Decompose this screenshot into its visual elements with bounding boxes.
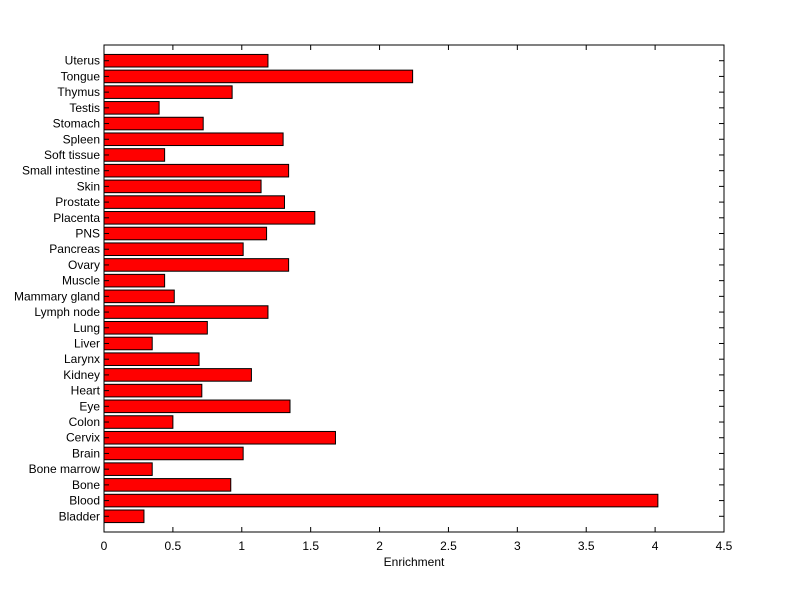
- bar-small-intestine: [103, 163, 290, 178]
- bar-lymph-node: [103, 305, 269, 319]
- y-tick-label-uterus: Uterus: [65, 54, 100, 68]
- x-tick-label: 0.5: [165, 539, 182, 553]
- bar-prostate: [103, 195, 285, 209]
- x-axis-label: Enrichment: [384, 555, 445, 569]
- x-tick-label: 0: [101, 539, 108, 553]
- bar-brain: [103, 446, 244, 461]
- y-tick-label-pancreas: Pancreas: [49, 242, 100, 256]
- bar-bladder: [103, 509, 145, 524]
- y-tick-label-heart: Heart: [71, 384, 101, 398]
- y-tick-label-thymus: Thymus: [57, 85, 100, 99]
- bars-layer: [103, 53, 659, 524]
- y-tick-label-kidney: Kidney: [63, 368, 100, 382]
- y-tick-label-stomach: Stomach: [53, 117, 100, 131]
- bar-testis: [103, 101, 160, 115]
- bar-skin: [103, 179, 262, 194]
- y-tick-label-bone-marrow: Bone marrow: [29, 462, 101, 476]
- x-tick-label: 2: [376, 539, 383, 553]
- y-tick-label-cervix: Cervix: [66, 431, 100, 445]
- bar-uterus: [103, 53, 269, 68]
- bar-kidney: [103, 368, 252, 382]
- bar-liver: [103, 336, 153, 351]
- y-tick-label-lung: Lung: [73, 321, 100, 335]
- x-tick-label: 3: [514, 539, 521, 553]
- y-tick-label-bladder: Bladder: [59, 509, 100, 523]
- bar-soft-tissue: [103, 148, 166, 162]
- y-tick-label-pns: PNS: [75, 227, 100, 241]
- bar-bone-marrow: [103, 462, 153, 476]
- y-tick-label-tongue: Tongue: [61, 69, 101, 83]
- x-tick-label: 1: [238, 539, 245, 553]
- bar-eye: [103, 399, 291, 414]
- y-tick-label-colon: Colon: [69, 415, 100, 429]
- bar-placenta: [103, 211, 316, 225]
- y-tick-label-blood: Blood: [69, 494, 100, 508]
- bar-spleen: [103, 132, 284, 147]
- bar-pns: [103, 226, 268, 241]
- x-tick-label: 4.5: [716, 539, 733, 553]
- y-tick-label-lymph-node: Lymph node: [34, 305, 100, 319]
- axes-frame: [103, 44, 725, 533]
- y-tick-label-eye: Eye: [79, 399, 100, 413]
- bar-cervix: [103, 430, 336, 445]
- x-tick-label: 4: [652, 539, 659, 553]
- x-tick-label: 3.5: [578, 539, 595, 553]
- y-tick-label-brain: Brain: [72, 446, 100, 460]
- bar-larynx: [103, 352, 200, 366]
- bar-muscle: [103, 273, 166, 288]
- y-tick-label-skin: Skin: [77, 179, 100, 193]
- y-tick-label-testis: Testis: [69, 101, 100, 115]
- y-tick-label-spleen: Spleen: [63, 132, 100, 146]
- y-tick-label-soft-tissue: Soft tissue: [44, 148, 100, 162]
- bar-ovary: [103, 258, 290, 272]
- bar-blood: [103, 493, 659, 508]
- y-tick-label-placenta: Placenta: [53, 211, 100, 225]
- ticks-layer: [103, 45, 725, 532]
- x-tick-label: 2.5: [440, 539, 457, 553]
- bar-stomach: [103, 116, 204, 131]
- x-tick-label: 1.5: [302, 539, 319, 553]
- bar-bone: [103, 478, 232, 492]
- y-tick-label-small-intestine: Small intestine: [22, 164, 100, 178]
- bar-mammary-gland: [103, 289, 175, 304]
- y-tick-label-mammary-gland: Mammary gland: [14, 289, 100, 303]
- bar-heart: [103, 383, 203, 398]
- bar-colon: [103, 415, 174, 429]
- bar-tongue: [103, 69, 414, 84]
- bar-thymus: [103, 85, 233, 99]
- bar-pancreas: [103, 242, 244, 257]
- y-tick-label-ovary: Ovary: [68, 258, 100, 272]
- y-tick-label-bone: Bone: [72, 478, 100, 492]
- y-tick-label-muscle: Muscle: [62, 274, 100, 288]
- y-tick-label-liver: Liver: [74, 336, 100, 350]
- y-tick-label-larynx: Larynx: [64, 352, 100, 366]
- y-tick-label-prostate: Prostate: [55, 195, 100, 209]
- bar-lung: [103, 320, 208, 335]
